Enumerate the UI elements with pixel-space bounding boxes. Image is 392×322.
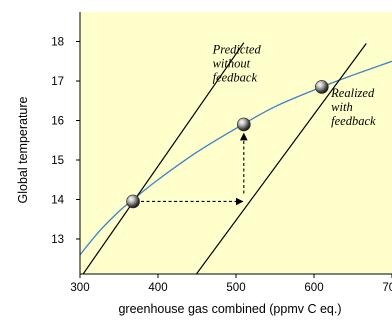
- annotation-2: Realized with feedback: [330, 86, 376, 128]
- annotation-line: Predicted: [212, 42, 262, 56]
- annotation-1: Predicted without feedback: [212, 42, 262, 84]
- annotation-line: Realized: [330, 86, 375, 100]
- annotation-line: with: [331, 100, 353, 114]
- x-tick-label-400: 400: [148, 282, 167, 294]
- y-tick-label-13: 13: [51, 234, 64, 246]
- annotation-line: without: [213, 56, 251, 70]
- y-axis-label: Global temperature: [16, 96, 30, 203]
- y-tick-label-17: 17: [51, 76, 64, 88]
- y-tick-label-14: 14: [51, 195, 64, 207]
- annotation-line: feedback: [213, 70, 258, 84]
- straight-line-1: [82, 42, 245, 274]
- straight-line-2: [195, 43, 367, 274]
- y-tick-label-18: 18: [51, 37, 64, 49]
- annotation-line: feedback: [331, 114, 376, 128]
- data-point-3: [314, 80, 329, 94]
- x-tick-label-300: 300: [70, 282, 89, 294]
- y-tick-label-15: 15: [51, 155, 64, 167]
- x-tick-label-600: 600: [304, 282, 323, 294]
- y-tick-label-16: 16: [51, 116, 64, 128]
- plot-area: [80, 12, 392, 274]
- data-point-1: [126, 194, 140, 209]
- x-tick-label-700: 700: [382, 282, 392, 294]
- temperature-curve: [80, 60, 392, 256]
- x-axis-label: greenhouse gas combined (ppmv C eq.): [118, 302, 341, 316]
- x-tick-label-500: 500: [226, 282, 245, 294]
- data-point-2: [237, 117, 251, 132]
